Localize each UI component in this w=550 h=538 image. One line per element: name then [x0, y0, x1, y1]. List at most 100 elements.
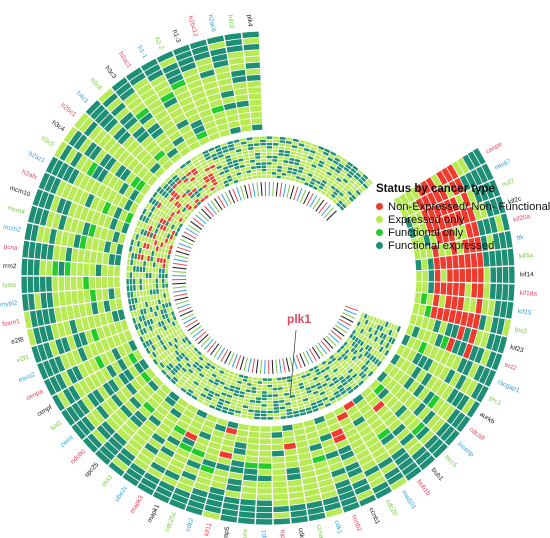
heatmap-cell	[170, 378, 177, 385]
heatmap-cell	[160, 383, 172, 395]
heatmap-cell	[165, 268, 168, 274]
heatmap-cell	[404, 190, 415, 203]
heatmap-cell	[280, 415, 287, 420]
heatmap-cell	[433, 363, 445, 378]
heatmap-cell	[283, 436, 295, 444]
heatmap-cell	[157, 154, 170, 166]
heatmap-cell	[262, 378, 267, 381]
heatmap-cell	[216, 404, 223, 409]
heatmap-cell	[176, 179, 183, 185]
heatmap-cell	[287, 382, 293, 386]
heatmap-cell	[148, 339, 153, 346]
heatmap-cell	[285, 176, 291, 181]
heatmap-cell	[288, 388, 294, 392]
heatmap-cell	[256, 387, 262, 391]
heatmap-cell	[245, 389, 251, 393]
heatmap-cell	[299, 458, 313, 467]
heatmap-cell	[273, 139, 279, 143]
heatmap-cell	[447, 269, 453, 282]
inner-sample-label	[344, 305, 359, 312]
heatmap-cell	[345, 357, 351, 363]
heatmap-cell	[163, 232, 168, 238]
heatmap-cell	[155, 357, 161, 364]
heatmap-cell	[77, 276, 83, 290]
heatmap-cell	[180, 184, 187, 190]
heatmap-cell	[153, 239, 158, 246]
heatmap-cell	[136, 309, 141, 316]
heatmap-cell	[276, 175, 281, 179]
heatmap-cell	[132, 126, 146, 139]
heatmap-cell	[485, 351, 497, 369]
heatmap-cell	[337, 174, 344, 180]
heatmap-cell	[325, 376, 331, 382]
heatmap-cell	[300, 388, 306, 393]
heatmap-cell	[307, 437, 321, 446]
heatmap-cell	[215, 389, 222, 395]
heatmap-cell	[296, 396, 302, 401]
heatmap-cell	[193, 414, 206, 425]
heatmap-cell	[152, 267, 156, 273]
heatmap-cell	[48, 358, 60, 375]
heatmap-cell	[152, 278, 155, 284]
heatmap-cell	[239, 391, 245, 395]
heatmap-cell	[83, 250, 91, 263]
heatmap-cell	[197, 63, 214, 73]
heatmap-cell	[288, 491, 304, 499]
heatmap-cell	[294, 387, 300, 391]
heatmap-cell	[76, 220, 85, 235]
heatmap-cell	[252, 380, 258, 384]
heatmap-cell	[377, 353, 384, 360]
heatmap-cell	[432, 398, 446, 413]
heatmap-cell	[405, 324, 415, 336]
inner-sample-label	[248, 183, 253, 198]
heatmap-cell	[210, 387, 217, 392]
heatmap-cell	[95, 264, 102, 277]
heatmap-cell	[477, 283, 484, 299]
heatmap-cell	[325, 357, 331, 363]
heatmap-cell	[129, 278, 133, 285]
heatmap-cell	[202, 367, 208, 373]
heatmap-cell	[303, 168, 309, 173]
heatmap-cell	[267, 391, 273, 394]
heatmap-cell	[261, 168, 267, 172]
heatmap-cell	[324, 162, 331, 168]
heatmap-cell	[112, 334, 122, 347]
heatmap-cell	[132, 304, 136, 311]
heatmap-cell	[206, 170, 212, 175]
heatmap-cell	[225, 39, 243, 47]
heatmap-cell	[122, 135, 136, 149]
heatmap-cell	[40, 243, 48, 260]
inner-sample-label	[243, 357, 249, 372]
heatmap-cell	[330, 385, 336, 390]
heatmap-cell	[162, 142, 175, 154]
heatmap-cell	[129, 285, 133, 292]
heatmap-cell	[299, 412, 307, 416]
heatmap-cell	[212, 395, 219, 401]
heatmap-cell	[260, 426, 271, 432]
heatmap-cell	[176, 188, 183, 194]
heatmap-cell	[317, 374, 323, 379]
heatmap-cell	[349, 188, 355, 194]
heatmap-cell	[314, 393, 320, 398]
heatmap-cell	[448, 180, 460, 196]
heatmap-cell	[128, 339, 138, 352]
heatmap-cell	[337, 364, 343, 370]
heatmap-cell	[472, 204, 482, 221]
heatmap-cell	[365, 325, 370, 331]
heatmap-cell	[466, 206, 476, 222]
heatmap-cell	[189, 493, 207, 504]
heatmap-cell	[245, 456, 259, 463]
heatmap-cell	[341, 361, 347, 367]
heatmap-cell	[192, 363, 198, 369]
heatmap-cell	[250, 393, 256, 397]
heatmap-cell	[241, 144, 248, 148]
inner-sample-label	[173, 293, 188, 297]
heatmap-cell	[168, 362, 174, 369]
heatmap-cell	[184, 336, 189, 342]
heatmap-cell	[242, 177, 248, 181]
heatmap-cell	[376, 331, 382, 337]
heatmap-cell	[257, 494, 272, 500]
heatmap-cell	[411, 421, 426, 436]
heatmap-cell	[487, 300, 495, 316]
heatmap-cell	[156, 334, 162, 341]
